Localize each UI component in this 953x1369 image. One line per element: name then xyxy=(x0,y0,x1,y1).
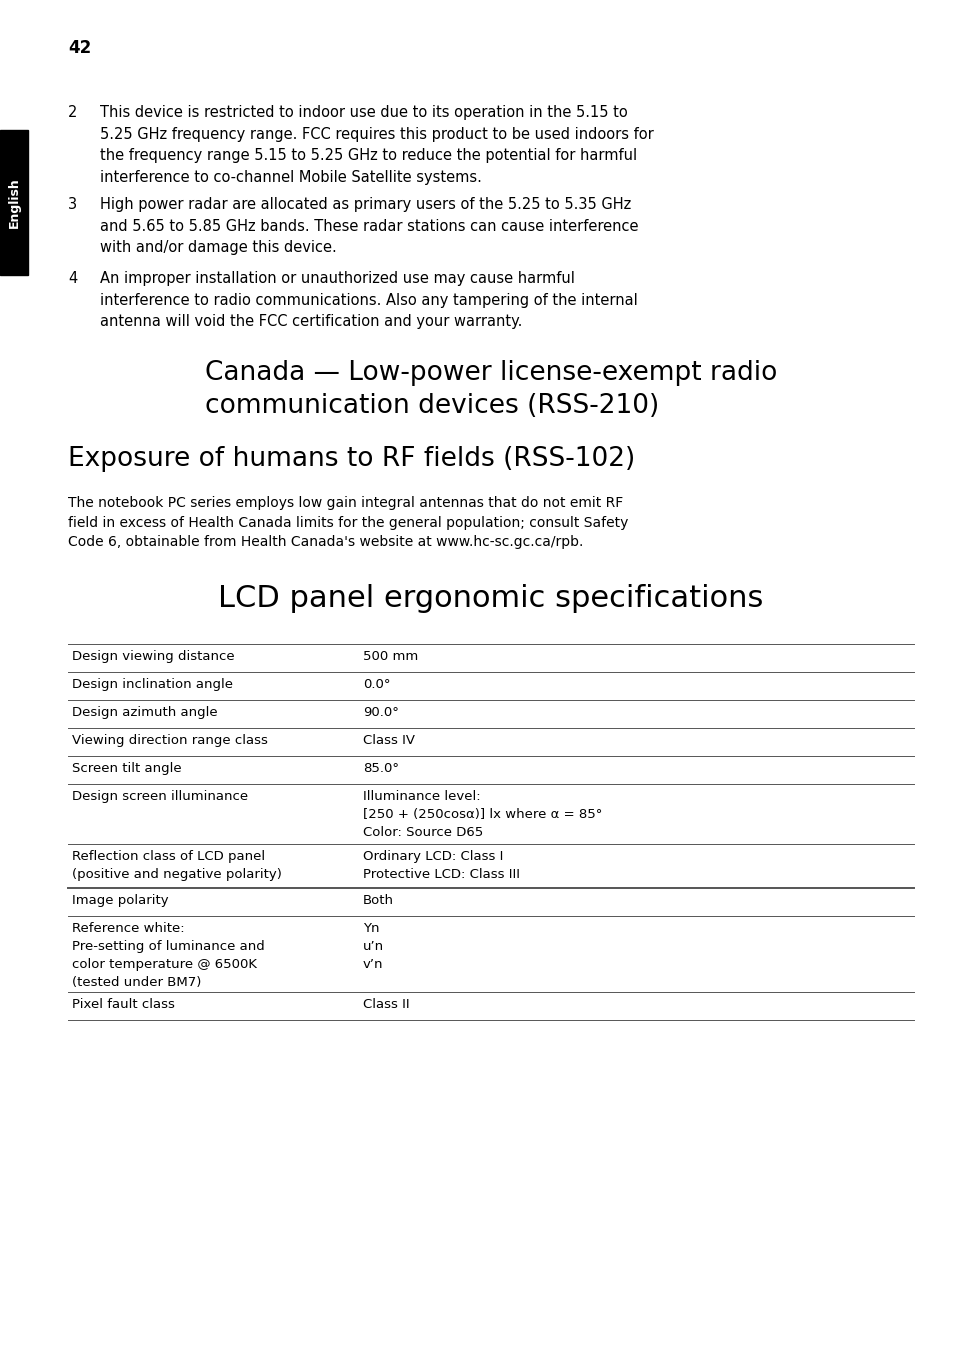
Text: 85.0°: 85.0° xyxy=(363,763,398,775)
Text: 4: 4 xyxy=(68,271,77,286)
Text: The notebook PC series employs low gain integral antennas that do not emit RF
fi: The notebook PC series employs low gain … xyxy=(68,496,628,549)
Text: LCD panel ergonomic specifications: LCD panel ergonomic specifications xyxy=(218,585,763,613)
Text: 500 mm: 500 mm xyxy=(363,650,417,663)
Text: Screen tilt angle: Screen tilt angle xyxy=(71,763,181,775)
Text: Both: Both xyxy=(363,894,394,908)
Text: 90.0°: 90.0° xyxy=(363,706,398,719)
Text: An improper installation or unauthorized use may cause harmful
interference to r: An improper installation or unauthorized… xyxy=(100,271,638,329)
Text: Viewing direction range class: Viewing direction range class xyxy=(71,734,268,747)
Text: Reflection class of LCD panel
(positive and negative polarity): Reflection class of LCD panel (positive … xyxy=(71,850,281,882)
Text: Pixel fault class: Pixel fault class xyxy=(71,998,174,1010)
Text: Canada — Low-power license-exempt radio
communication devices (RSS-210): Canada — Low-power license-exempt radio … xyxy=(205,360,777,419)
Text: Class IV: Class IV xyxy=(363,734,415,747)
Text: 3: 3 xyxy=(68,197,77,212)
Text: This device is restricted to indoor use due to its operation in the 5.15 to
5.25: This device is restricted to indoor use … xyxy=(100,105,653,185)
Text: 0.0°: 0.0° xyxy=(363,678,390,691)
Text: English: English xyxy=(8,177,20,227)
Text: Exposure of humans to RF fields (RSS-102): Exposure of humans to RF fields (RSS-102… xyxy=(68,446,635,472)
Text: Image polarity: Image polarity xyxy=(71,894,169,908)
Text: 2: 2 xyxy=(68,105,77,120)
Text: Design screen illuminance: Design screen illuminance xyxy=(71,790,248,804)
Text: Design azimuth angle: Design azimuth angle xyxy=(71,706,217,719)
Text: Class II: Class II xyxy=(363,998,409,1010)
Text: Reference white:
Pre-setting of luminance and
color temperature @ 6500K
(tested : Reference white: Pre-setting of luminanc… xyxy=(71,921,265,988)
Text: Ordinary LCD: Class I
Protective LCD: Class III: Ordinary LCD: Class I Protective LCD: Cl… xyxy=(363,850,519,882)
Text: Yn
u’n
v’n: Yn u’n v’n xyxy=(363,921,384,971)
Text: Illuminance level:
[250 + (250cosα)] lx where α = 85°
Color: Source D65: Illuminance level: [250 + (250cosα)] lx … xyxy=(363,790,601,839)
Text: 42: 42 xyxy=(68,38,91,57)
Text: Design viewing distance: Design viewing distance xyxy=(71,650,234,663)
Text: High power radar are allocated as primary users of the 5.25 to 5.35 GHz
and 5.65: High power radar are allocated as primar… xyxy=(100,197,638,255)
Text: Design inclination angle: Design inclination angle xyxy=(71,678,233,691)
Bar xyxy=(0,130,28,275)
